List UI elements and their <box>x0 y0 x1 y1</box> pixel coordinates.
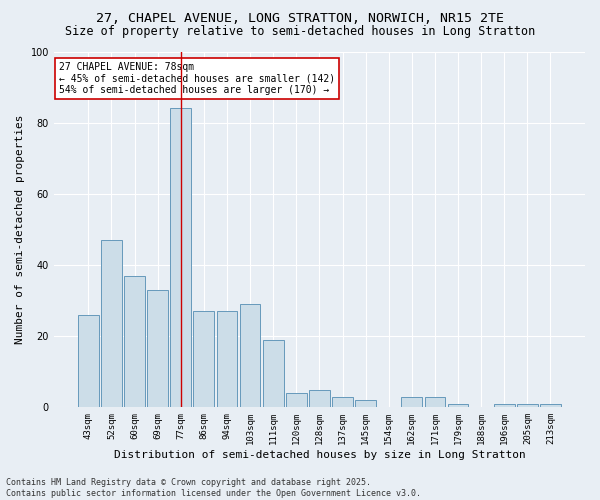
Bar <box>263 340 284 407</box>
Text: 27, CHAPEL AVENUE, LONG STRATTON, NORWICH, NR15 2TE: 27, CHAPEL AVENUE, LONG STRATTON, NORWIC… <box>96 12 504 26</box>
Bar <box>355 400 376 407</box>
X-axis label: Distribution of semi-detached houses by size in Long Stratton: Distribution of semi-detached houses by … <box>113 450 525 460</box>
Text: Size of property relative to semi-detached houses in Long Stratton: Size of property relative to semi-detach… <box>65 25 535 38</box>
Bar <box>540 404 561 407</box>
Bar <box>425 396 445 407</box>
Text: 27 CHAPEL AVENUE: 78sqm
← 45% of semi-detached houses are smaller (142)
54% of s: 27 CHAPEL AVENUE: 78sqm ← 45% of semi-de… <box>59 62 335 96</box>
Bar <box>286 393 307 407</box>
Bar <box>147 290 168 408</box>
Text: Contains HM Land Registry data © Crown copyright and database right 2025.
Contai: Contains HM Land Registry data © Crown c… <box>6 478 421 498</box>
Bar <box>448 404 469 407</box>
Bar <box>170 108 191 408</box>
Bar <box>124 276 145 407</box>
Bar <box>193 312 214 408</box>
Bar <box>78 315 99 408</box>
Bar <box>309 390 330 407</box>
Bar <box>494 404 515 407</box>
Bar <box>217 312 238 408</box>
Y-axis label: Number of semi-detached properties: Number of semi-detached properties <box>15 114 25 344</box>
Bar <box>332 396 353 407</box>
Bar <box>101 240 122 408</box>
Bar <box>401 396 422 407</box>
Bar <box>239 304 260 408</box>
Bar <box>517 404 538 407</box>
